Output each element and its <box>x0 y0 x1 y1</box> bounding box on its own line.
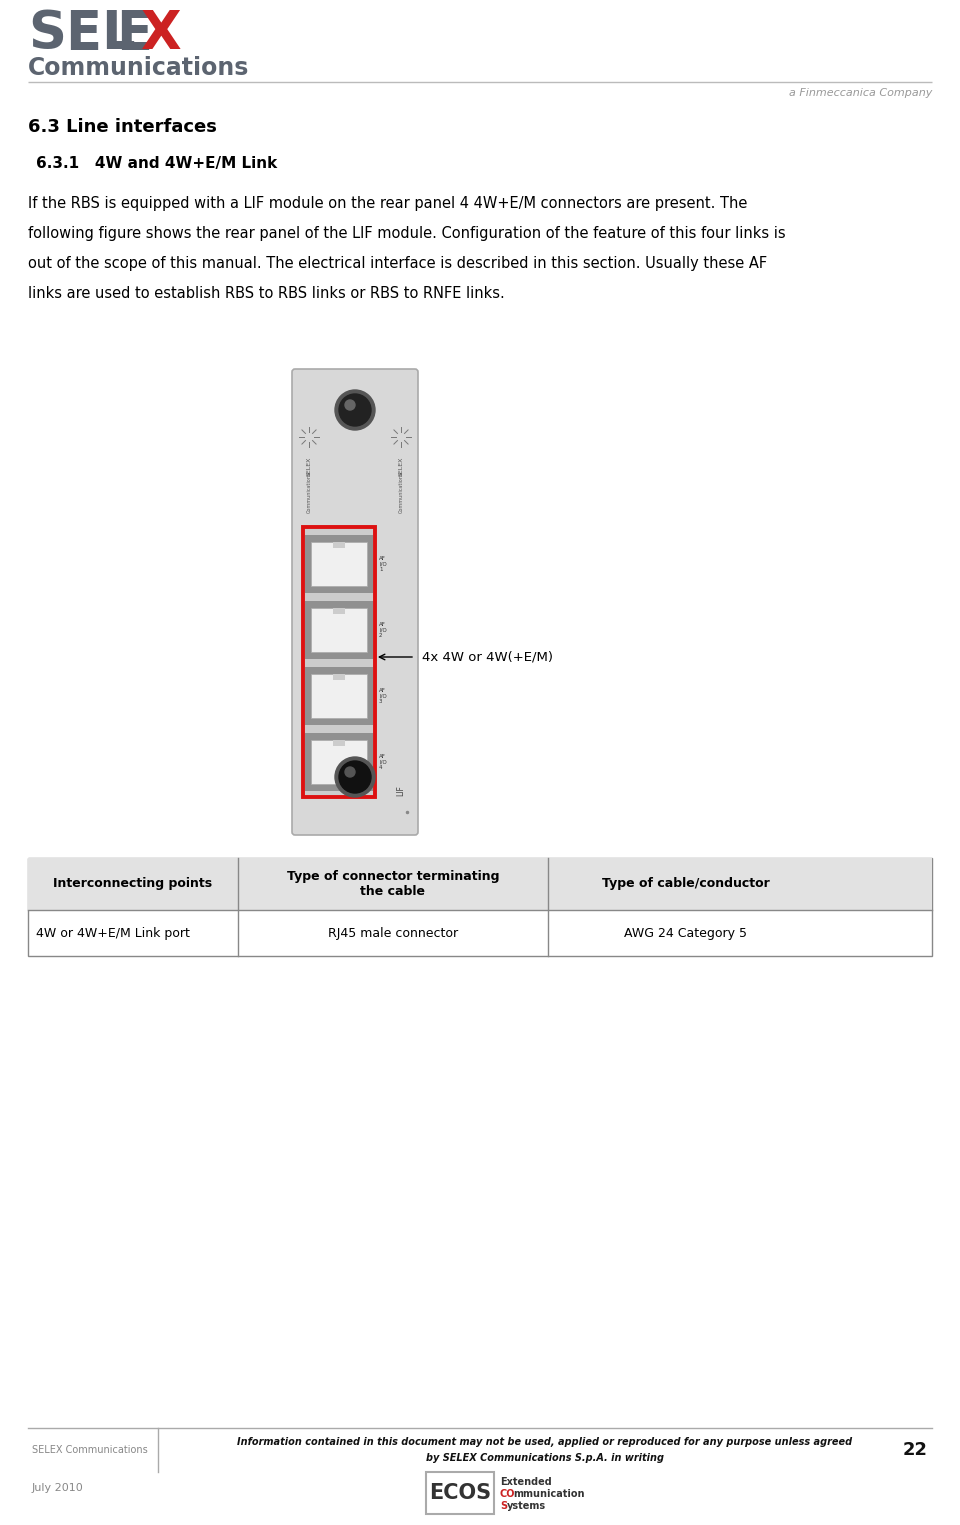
Text: Type of cable/conductor: Type of cable/conductor <box>602 877 770 891</box>
Bar <box>311 541 367 586</box>
Text: Communications: Communications <box>398 473 403 514</box>
Circle shape <box>335 390 375 430</box>
Text: 22: 22 <box>903 1441 928 1459</box>
Text: 6.3 Line interfaces: 6.3 Line interfaces <box>28 117 217 136</box>
Text: X: X <box>141 8 181 59</box>
Bar <box>333 608 345 615</box>
Circle shape <box>345 400 355 410</box>
Text: AF
I/O
2: AF I/O 2 <box>379 622 387 639</box>
Text: by SELEX Communications S.p.A. in writing: by SELEX Communications S.p.A. in writin… <box>426 1453 664 1462</box>
Text: Type of connector terminating
the cable: Type of connector terminating the cable <box>287 869 499 898</box>
Text: SELEX: SELEX <box>398 458 403 476</box>
Text: AF
I/O
3: AF I/O 3 <box>379 688 387 705</box>
Bar <box>333 674 345 680</box>
Bar <box>311 740 367 784</box>
Circle shape <box>345 767 355 778</box>
Bar <box>311 608 367 653</box>
Text: RJ45 male connector: RJ45 male connector <box>328 927 458 939</box>
Text: SEL: SEL <box>28 8 135 59</box>
Bar <box>305 734 373 791</box>
Text: AF
I/O
1: AF I/O 1 <box>379 555 387 572</box>
Text: out of the scope of this manual. The electrical interface is described in this s: out of the scope of this manual. The ele… <box>28 256 767 271</box>
Text: Information contained in this document may not be used, applied or reproduced fo: Information contained in this document m… <box>237 1437 852 1447</box>
Bar <box>333 740 345 746</box>
Text: AF
I/O
4: AF I/O 4 <box>379 753 387 770</box>
Bar <box>28 859 932 956</box>
Circle shape <box>339 393 371 425</box>
Text: Communications: Communications <box>28 56 250 79</box>
Text: S: S <box>500 1501 507 1511</box>
Text: following figure shows the rear panel of the LIF module. Configuration of the fe: following figure shows the rear panel of… <box>28 226 785 241</box>
Bar <box>426 1472 494 1514</box>
Bar <box>333 541 345 547</box>
Text: AWG 24 Category 5: AWG 24 Category 5 <box>625 927 748 939</box>
Text: July 2010: July 2010 <box>32 1482 84 1493</box>
Text: SELEX: SELEX <box>306 458 311 476</box>
Text: 4x 4W or 4W(+E/M): 4x 4W or 4W(+E/M) <box>422 651 553 663</box>
Text: ECOS: ECOS <box>429 1482 492 1504</box>
Bar <box>303 528 375 798</box>
Text: Interconnecting points: Interconnecting points <box>54 877 212 891</box>
Bar <box>311 674 367 718</box>
Text: 4W or 4W+E/M Link port: 4W or 4W+E/M Link port <box>36 927 190 939</box>
Text: mmunication: mmunication <box>513 1488 585 1499</box>
Text: If the RBS is equipped with a LIF module on the rear panel 4 4W+E/M connectors a: If the RBS is equipped with a LIF module… <box>28 197 748 210</box>
Bar <box>305 666 373 724</box>
Bar <box>305 535 373 593</box>
Text: a Finmeccanica Company: a Finmeccanica Company <box>788 88 932 98</box>
Text: 6.3.1   4W and 4W+E/M Link: 6.3.1 4W and 4W+E/M Link <box>36 156 277 171</box>
Text: ystems: ystems <box>507 1501 546 1511</box>
Text: LIF: LIF <box>396 785 405 796</box>
Bar <box>305 601 373 659</box>
Circle shape <box>339 761 371 793</box>
Text: SELEX Communications: SELEX Communications <box>32 1446 148 1455</box>
Bar <box>28 859 932 910</box>
Text: Communications: Communications <box>306 473 311 514</box>
Text: links are used to establish RBS to RBS links or RBS to RNFE links.: links are used to establish RBS to RBS l… <box>28 287 505 300</box>
Text: Extended: Extended <box>500 1478 552 1487</box>
Circle shape <box>335 756 375 798</box>
Text: E: E <box>116 8 152 59</box>
FancyBboxPatch shape <box>292 369 418 836</box>
Text: CO: CO <box>500 1488 516 1499</box>
